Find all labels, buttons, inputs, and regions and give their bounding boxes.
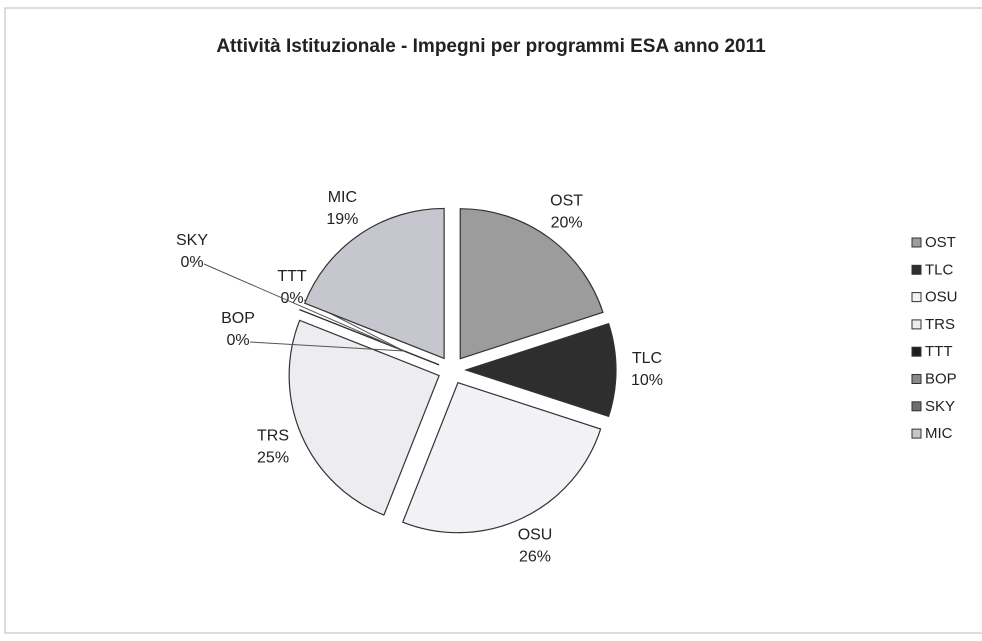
leader-line (249, 341, 405, 352)
chart-title: Attività Istituzionale - Impegni per pro… (216, 36, 766, 57)
pie-slice (459, 208, 604, 360)
legend-label: OSU (925, 289, 958, 306)
slice-label-name: BOP (221, 310, 255, 327)
legend-label: MIC (925, 425, 953, 442)
legend-label: TLC (925, 261, 954, 278)
legend-label: SKY (925, 398, 955, 415)
slice-label-value: 0% (180, 254, 203, 271)
legend-swatch (911, 374, 922, 384)
chart-frame (4, 7, 982, 634)
slice-label-value: 0% (280, 290, 303, 307)
legend-swatch (911, 401, 922, 412)
legend-swatch (911, 428, 922, 439)
slice-label-value: 25% (257, 450, 289, 467)
slice-label-name: TTT (277, 268, 307, 285)
slice-label-name: OSU (518, 527, 553, 544)
legend-label: BOP (925, 370, 957, 387)
slice-label-value: 0% (226, 332, 249, 349)
slice-label-name: MIC (328, 189, 357, 206)
slice-label-value: 26% (519, 549, 551, 566)
legend-swatch (911, 319, 922, 330)
legend-label: TTT (925, 343, 953, 360)
slice-label-name: TLC (632, 350, 662, 367)
legend-label: TRS (925, 316, 955, 333)
pie-slice (401, 381, 602, 534)
pie-slice (288, 319, 440, 516)
slice-label-value: 19% (326, 211, 358, 228)
legend-swatch (911, 237, 922, 248)
legend-swatch (911, 264, 922, 275)
legend-swatch (911, 346, 922, 357)
slice-label-value: 10% (631, 372, 663, 389)
legend-swatch (911, 292, 922, 303)
slice-label-name: SKY (176, 232, 208, 249)
slice-label-name: TRS (257, 428, 289, 445)
leader-line (203, 263, 405, 352)
slice-label-name: OST (550, 192, 583, 209)
pie-slice (303, 207, 445, 360)
pie-slice (464, 322, 617, 418)
slice-label-value: 20% (551, 214, 583, 231)
legend-label: OST (925, 234, 956, 251)
